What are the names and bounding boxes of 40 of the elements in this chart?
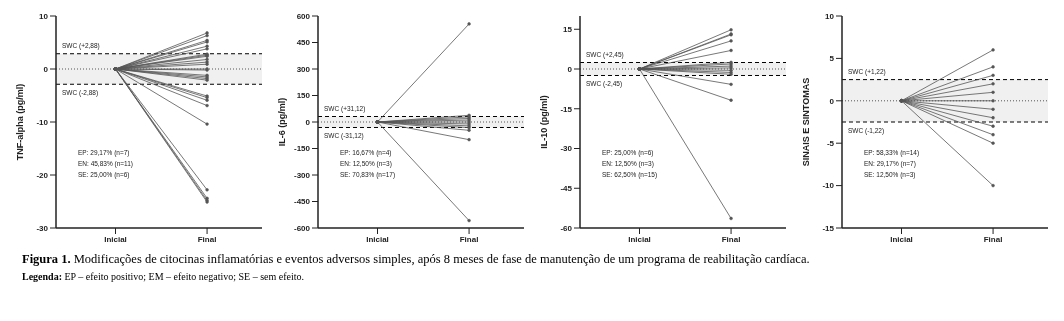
- y-axis-title: IL-6 (pg/ml): [277, 97, 288, 147]
- y-tick-label: -60: [560, 223, 573, 233]
- y-tick-label: 0: [567, 64, 573, 74]
- y-tick-label: 450: [296, 38, 311, 48]
- y-axis-title: SINAIS E SINTOMAS: [801, 77, 812, 167]
- text: Figura 1. Modificações de citocinas inflamatórias e eventos adversos simples, após 8 meses de fase de manutenção de um programa de reabilitação cardíaca.: [22, 252, 811, 267]
- x-tick-label: Inicial: [104, 234, 127, 244]
- y-tick-label: -600: [293, 223, 311, 233]
- y-tick-label: -10: [822, 181, 835, 191]
- y-tick-label: 600: [296, 11, 311, 21]
- y-tick-label: -15: [560, 104, 573, 114]
- y-tick-label: 10: [825, 11, 835, 21]
- y-tick-label: 0: [43, 64, 49, 74]
- y-tick-label: -150: [293, 144, 311, 154]
- y-tick-label: 150: [296, 91, 311, 101]
- text: Legenda: EP – efeito positivo; EM – efeito negativo; SE – sem efeito.: [22, 271, 306, 282]
- x-tick-label: Inicial: [890, 234, 913, 244]
- x-tick-label: Inicial: [366, 234, 389, 244]
- y-tick-label: -30: [560, 144, 573, 154]
- y-tick-label: -20: [36, 170, 49, 180]
- y-tick-label: -30: [36, 223, 49, 233]
- y-tick-label: 300: [296, 64, 311, 74]
- y-axis-title: TNF-alpha (pg/ml): [15, 83, 26, 161]
- y-tick-label: -45: [560, 184, 573, 194]
- y-tick-label: 10: [39, 11, 49, 21]
- y-tick-label: -450: [293, 197, 311, 207]
- x-tick-label: Final: [197, 234, 217, 244]
- y-tick-label: -5: [826, 139, 835, 149]
- x-tick-label: Final: [983, 234, 1003, 244]
- y-tick-label: -300: [293, 170, 311, 180]
- y-tick-label: 5: [829, 54, 835, 64]
- y-tick-label: 15: [563, 25, 573, 35]
- x-tick-label: Final: [721, 234, 741, 244]
- y-tick-label: -10: [36, 117, 49, 127]
- y-tick-label: 0: [305, 117, 311, 127]
- x-tick-label: Inicial: [628, 234, 651, 244]
- y-tick-label: -15: [822, 223, 835, 233]
- x-tick-label: Final: [459, 234, 479, 244]
- y-axis-title: IL-10 (pg/ml): [539, 95, 550, 149]
- y-tick-label: 0: [829, 96, 835, 106]
